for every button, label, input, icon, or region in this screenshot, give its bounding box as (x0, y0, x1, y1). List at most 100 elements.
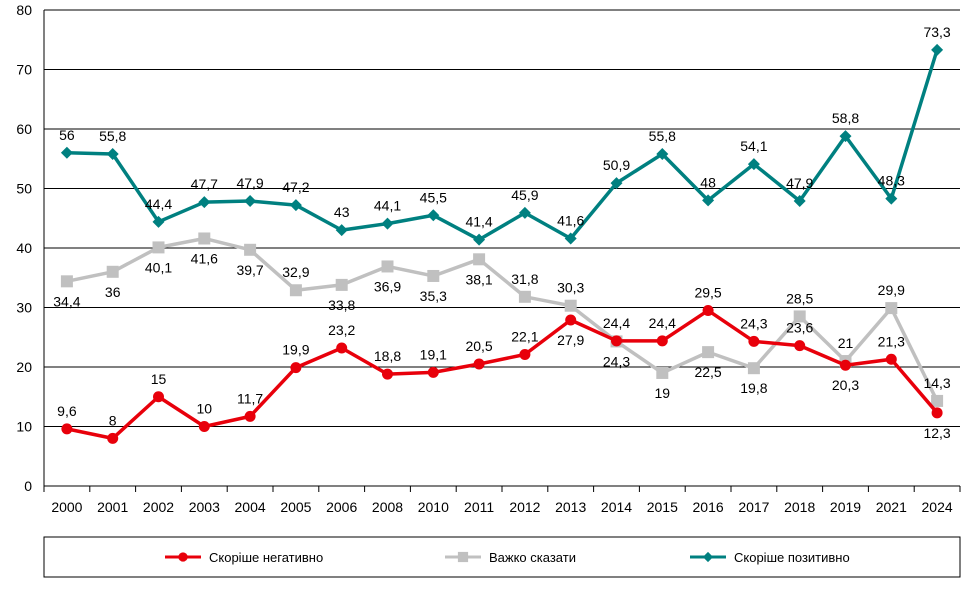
data-label: 23,2 (328, 322, 355, 338)
series-3-point (335, 224, 348, 237)
legend-marker-1 (178, 552, 188, 562)
x-tick-label: 2011 (464, 499, 494, 515)
x-tick-label: 2000 (51, 499, 82, 515)
series-2-point (381, 260, 394, 273)
data-label: 36,9 (374, 278, 401, 294)
series-1-point (885, 353, 897, 365)
series-3-point (656, 147, 669, 160)
data-label: 43 (334, 204, 350, 220)
series-3-point (289, 199, 302, 212)
data-label: 39,7 (236, 262, 263, 278)
series-1-point (290, 362, 302, 374)
series-2-point (60, 275, 73, 288)
series-line-3 (66, 49, 939, 242)
series-3-point (106, 147, 119, 160)
legend-box (43, 536, 961, 578)
series-1-point (382, 368, 393, 380)
series-3-point (152, 215, 165, 228)
series-3-point (610, 177, 623, 190)
series-3-point (931, 43, 944, 56)
data-label: 45,5 (420, 189, 447, 205)
series-1-point (565, 314, 577, 326)
series-3-point (702, 194, 715, 207)
x-tick-label: 2002 (143, 499, 174, 515)
data-label: 38,1 (465, 271, 492, 287)
series-1-point (427, 366, 439, 378)
data-label: 24,4 (603, 315, 630, 331)
series-2-point (244, 243, 257, 256)
y-tick-label: 80 (16, 2, 32, 18)
data-label: 19,8 (740, 380, 767, 396)
data-label: 47,7 (191, 176, 218, 192)
data-label: 56 (59, 127, 75, 143)
series-1-point (611, 335, 622, 347)
x-tick-label: 2024 (922, 499, 953, 515)
data-label: 8 (109, 412, 117, 428)
series-1-point (794, 340, 806, 352)
series-2-point (473, 253, 486, 266)
data-label: 21 (838, 335, 854, 351)
gridlines (44, 9, 960, 427)
series-3-point (60, 146, 73, 159)
data-label: 58,8 (832, 110, 859, 126)
data-label: 50,9 (603, 157, 630, 173)
series-2-point (106, 265, 119, 278)
data-label: 32,9 (282, 264, 309, 280)
series-1-point (153, 391, 164, 403)
data-label: 30,3 (557, 280, 584, 296)
x-tick-label: 2012 (509, 499, 540, 515)
x-tick-label: 2003 (189, 499, 220, 515)
legend-label: Важко сказати (489, 550, 576, 565)
series-3-point (244, 194, 257, 207)
data-labels: 9,6 8 15 10 11,7 19,9 23,2 18,8 19,1 20,5 22,1 27,9… (53, 24, 951, 441)
data-label: 55,8 (649, 128, 676, 144)
series-2-point (289, 284, 302, 297)
data-label: 34,4 (53, 293, 80, 309)
y-tick-label: 40 (16, 240, 32, 256)
x-tick-label: 2010 (418, 499, 449, 515)
series-2-point (931, 394, 944, 407)
x-tick-label: 2008 (372, 499, 403, 515)
series-3-point (885, 192, 898, 205)
y-tick-label: 60 (16, 121, 32, 137)
x-tick-label: 2015 (647, 499, 678, 515)
legend-marker-3 (702, 551, 714, 563)
series-1-point (519, 349, 531, 361)
data-label: 44,4 (145, 196, 172, 212)
data-label: 28,5 (786, 290, 813, 306)
data-label: 41,4 (465, 214, 492, 230)
data-label: 19,1 (420, 346, 447, 362)
data-label: 36 (105, 284, 121, 300)
x-tick-label: 2019 (830, 499, 861, 515)
series-1-point (198, 421, 210, 432)
series-2-point (747, 362, 760, 375)
series-3-point (518, 206, 531, 219)
series-3-point (839, 130, 852, 143)
axes: 0 10 20 30 40 50 60 70 80 2000 2001 2002 2003 2004 200… (16, 2, 961, 515)
series-2-point (656, 366, 669, 379)
data-label: 44,1 (374, 198, 401, 214)
data-label: 20,3 (832, 377, 859, 393)
series-line-1 (66, 308, 939, 441)
data-label: 14,3 (923, 375, 950, 391)
series-3-point (198, 196, 211, 209)
y-tick-label: 0 (24, 478, 32, 494)
series-2-point (152, 241, 165, 254)
y-tick-label: 70 (16, 62, 32, 78)
y-tick-label: 50 (16, 181, 32, 197)
data-label: 47,2 (282, 179, 309, 195)
y-tick-label: 10 (16, 419, 32, 435)
data-label: 22,5 (694, 364, 721, 380)
series-1-point (748, 335, 760, 347)
data-label: 35,3 (420, 288, 447, 304)
series-3-point (427, 209, 440, 222)
series-2-point (198, 232, 211, 245)
series-2-point (564, 299, 577, 312)
x-tick-label: 2021 (876, 499, 907, 515)
series-3-point (793, 194, 806, 207)
data-label: 15 (151, 371, 167, 387)
series-2-point (793, 310, 806, 323)
series (60, 43, 944, 444)
